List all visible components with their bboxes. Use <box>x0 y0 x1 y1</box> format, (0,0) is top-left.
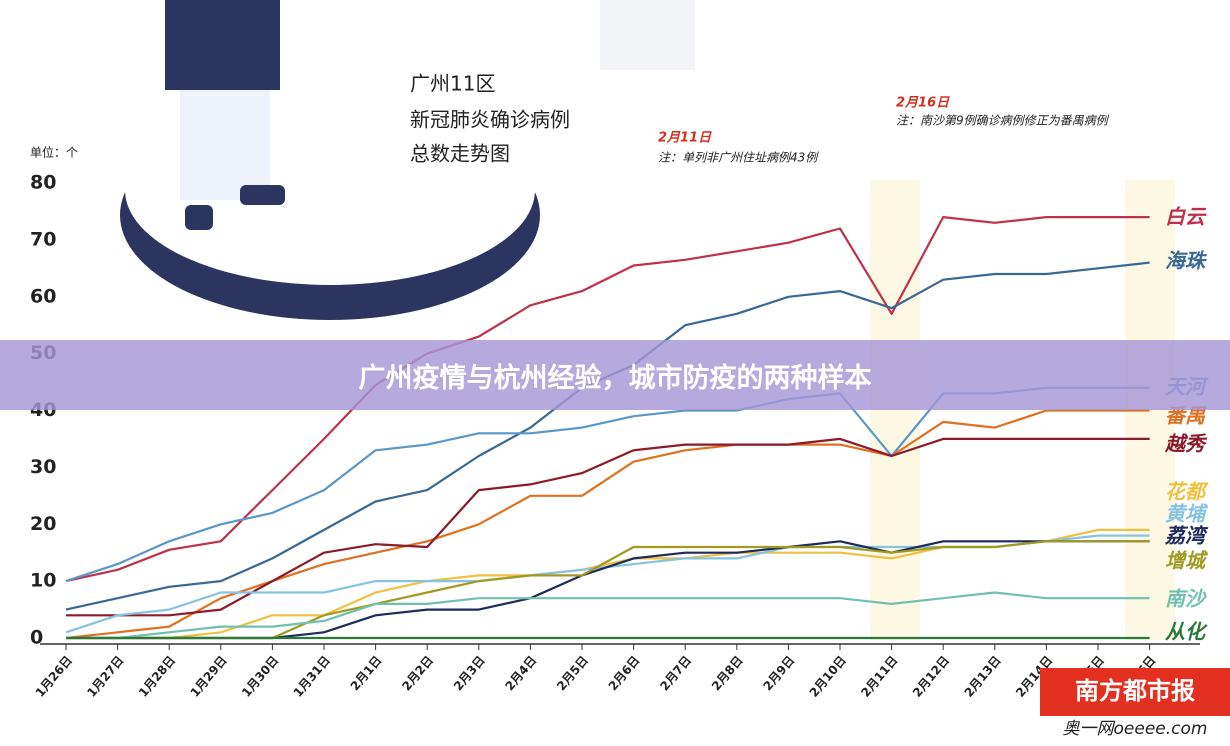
y-tick-label: 0 <box>30 627 43 649</box>
x-tick-label: 1月28日 <box>136 653 178 700</box>
x-tick-label: 2月5日 <box>554 653 591 693</box>
x-tick-label: 2月12日 <box>910 653 952 700</box>
y-tick-label: 70 <box>30 228 56 250</box>
x-tick-label: 2月2日 <box>399 653 436 693</box>
x-tick-label: 2月11日 <box>858 653 900 700</box>
legend-label: 黄埔 <box>1165 502 1209 526</box>
series-line <box>66 540 1150 640</box>
x-tick-label: 2月4日 <box>502 653 539 693</box>
legend-label: 海珠 <box>1165 249 1207 273</box>
annotation-date: 2月16日 <box>896 96 950 111</box>
series-line <box>66 591 1150 640</box>
legend-label: 花都 <box>1165 480 1209 504</box>
legend-label: 白云 <box>1165 205 1207 229</box>
y-tick-label: 60 <box>30 285 56 307</box>
unit-label: 单位：个 <box>30 145 78 160</box>
legend-label: 从化 <box>1165 620 1208 644</box>
watermark: 奥一网oeeee.com <box>1063 719 1208 739</box>
x-tick-label: 1月26日 <box>33 653 75 700</box>
watermark-bg <box>1040 668 1230 716</box>
x-tick-label: 2月7日 <box>657 653 694 693</box>
highlight-band <box>870 180 920 640</box>
chart-title: 广州11区 <box>410 72 495 96</box>
illustration <box>120 0 695 320</box>
series-line <box>66 437 1150 617</box>
legend-label: 南沙 <box>1165 587 1207 611</box>
watermark: 南方都市报 <box>1075 677 1195 705</box>
x-tick-label: 2月1日 <box>348 653 385 693</box>
series-line <box>65 386 1150 583</box>
x-tick-label: 2月6日 <box>606 653 643 693</box>
series-line <box>65 261 1150 611</box>
x-tick-label: 2月3日 <box>451 653 488 693</box>
x-tick-label: 1月31日 <box>291 653 333 700</box>
banner: 广州疫情与杭州经验，城市防疫的两种样本 <box>0 340 1230 410</box>
x-tick-label: 2月9日 <box>760 653 797 693</box>
x-tick-label: 2月10日 <box>807 653 849 700</box>
annotation-note: 注：南沙第9例确诊病例修正为番禺病例 <box>896 114 1110 128</box>
legend-label: 荔湾 <box>1164 524 1209 548</box>
x-tick-label: 2月8日 <box>709 653 746 693</box>
annotation-note: 注：单列非广州住址病例43例 <box>658 151 819 165</box>
legend-label: 增城 <box>1165 549 1208 573</box>
chart-title: 新冠肺炎确诊病例 <box>410 108 570 132</box>
series-line <box>65 409 1150 640</box>
series-line <box>65 216 1150 583</box>
y-tick-label: 20 <box>30 513 56 535</box>
annotation-date: 2月11日 <box>658 131 712 146</box>
chart-title: 总数走势图 <box>410 142 510 166</box>
y-tick-label: 80 <box>30 172 56 194</box>
y-tick-label: 30 <box>30 456 56 478</box>
x-tick-label: 2月13日 <box>962 653 1004 700</box>
legend-label: 越秀 <box>1164 432 1208 456</box>
x-tick-label: 1月30日 <box>239 653 281 700</box>
y-tick-label: 10 <box>30 570 56 592</box>
x-tick-label: 1月29日 <box>188 653 230 700</box>
x-tick-label: 1月27日 <box>84 653 126 700</box>
series-line <box>66 540 1150 640</box>
series-line <box>65 534 1150 634</box>
